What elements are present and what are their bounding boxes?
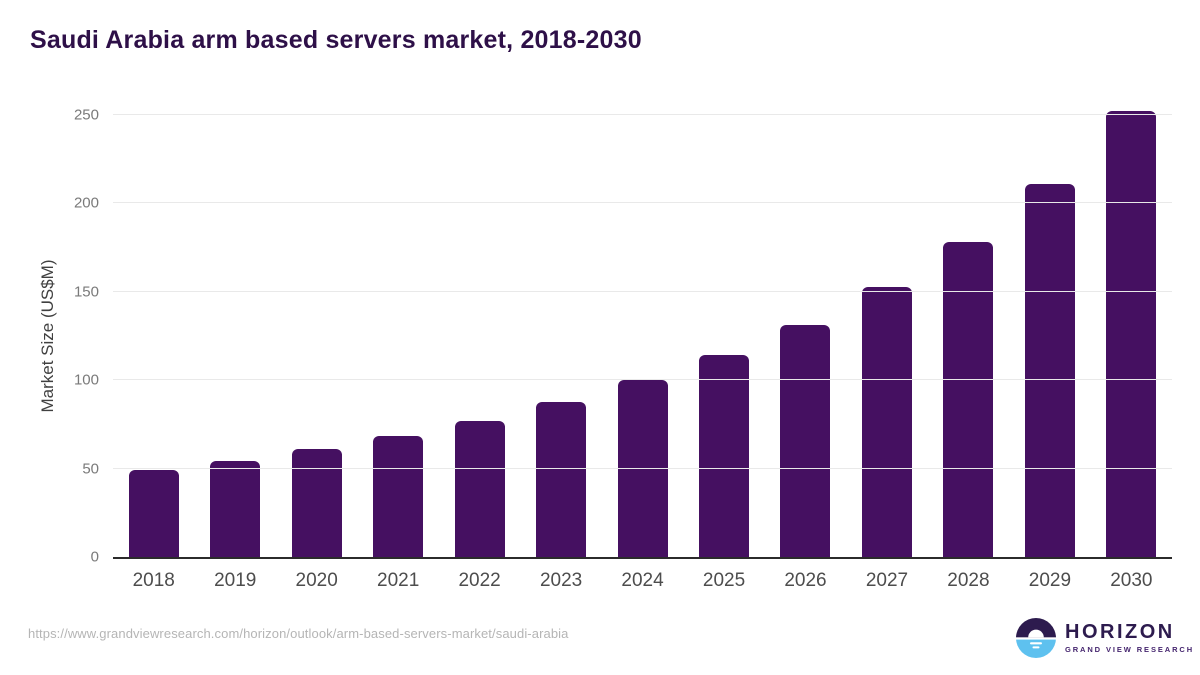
x-tick-label-2020: 2020 (295, 570, 338, 591)
bar-2025 (699, 355, 750, 557)
bar-slot-2018 (113, 115, 194, 557)
x-tick-label-2027: 2027 (865, 570, 909, 591)
x-tick-label-2025: 2025 (702, 570, 746, 591)
y-tick-label-0: 0 (90, 548, 99, 566)
source-url: https://www.grandviewresearch.com/horizo… (28, 626, 569, 641)
bar-slot-2030 (1091, 110, 1172, 557)
y-tick-label-200: 200 (73, 194, 99, 212)
gridline-50 (113, 467, 1172, 469)
bar-slot-2020 (276, 115, 357, 557)
gridline-150 (113, 290, 1172, 292)
y-tick-label-150: 150 (73, 283, 99, 301)
bar-2026 (780, 324, 831, 557)
horizon-sun-icon (1016, 618, 1056, 658)
x-tick-label-2029: 2029 (1028, 570, 1072, 591)
bar-2018 (128, 470, 179, 557)
x-tick-label-2022: 2022 (458, 570, 501, 591)
bar-2021 (373, 435, 424, 557)
x-tick-label-2023: 2023 (539, 570, 583, 591)
bar-slot-2026 (765, 115, 846, 557)
x-tick-label-2018: 2018 (132, 570, 175, 591)
gridline-250 (113, 114, 1172, 115)
bar-2023 (536, 402, 587, 557)
bar-slot-2023 (520, 115, 601, 557)
bar-2028 (943, 242, 994, 557)
bar-2020 (291, 449, 342, 557)
y-tick-label-100: 100 (73, 371, 99, 389)
x-tick-label-2019: 2019 (214, 570, 257, 591)
x-tick-label-2026: 2026 (784, 570, 827, 591)
y-axis-title: Market Size (US$M) (38, 259, 57, 413)
logo-wordmark: HORIZON (1065, 621, 1175, 644)
bar-slot-2025 (683, 115, 764, 557)
plot-area: 2018 2019 2020 2021 2022 2023 2024 2025 2026 2027… (74, 107, 1172, 591)
horizon-logo: HORIZON GRAND VIEW RESEARCH (1016, 618, 1194, 658)
bar-slot-2029 (1009, 115, 1090, 557)
gridline-200 (113, 202, 1172, 204)
x-tick-label-2030: 2030 (1110, 570, 1153, 591)
bar-2027 (861, 287, 912, 557)
bar-2019 (210, 460, 261, 557)
y-tick-label-250: 250 (73, 106, 99, 124)
y-tick-label-50: 50 (82, 460, 99, 478)
x-tick-label-2024: 2024 (621, 570, 664, 591)
x-tick-label-2028: 2028 (947, 570, 990, 591)
bar-2022 (454, 420, 505, 557)
bar-slot-2024 (602, 115, 683, 557)
logo-subtitle: GRAND VIEW RESEARCH (1065, 645, 1195, 655)
x-tick-label-2021: 2021 (377, 570, 420, 591)
bar-2030 (1106, 110, 1157, 557)
bar-slot-2022 (439, 115, 520, 557)
logo-text: HORIZON GRAND VIEW RESEARCH (1065, 622, 1194, 654)
bar-slot-2019 (194, 115, 275, 557)
gridline-100 (113, 379, 1172, 381)
x-axis-labels: 2018 2019 2020 2021 2022 2023 2024 2025 2026 2027… (113, 570, 1172, 592)
chart-title: Saudi Arabia arm based servers market, 2… (30, 26, 642, 54)
bar-slot-2021 (357, 115, 438, 557)
bar-slot-2027 (846, 115, 927, 557)
bars-row (113, 110, 1172, 557)
bar-slot-2028 (928, 115, 1009, 557)
bar-2029 (1024, 183, 1075, 557)
